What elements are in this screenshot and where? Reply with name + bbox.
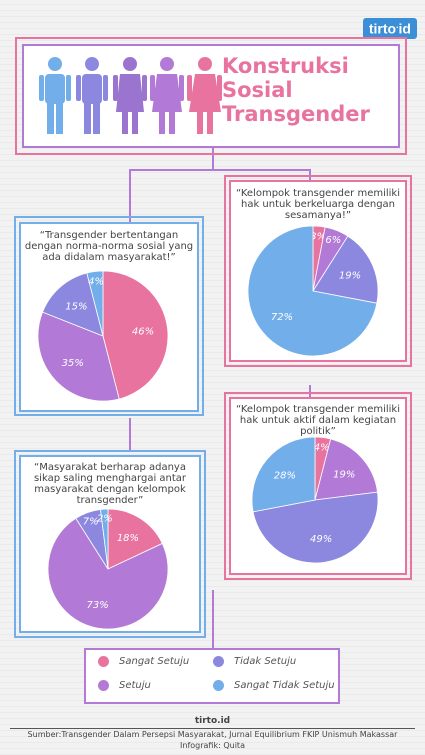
question-menghargai: “Masyarakat berharap adanya sikap saling… [33, 462, 187, 506]
pie-label-setuju: 35% [62, 358, 84, 369]
pie-label-sangat-tidak-setuju: 72% [271, 312, 293, 323]
pie-label-tidak-setuju: 15% [65, 301, 87, 312]
tirto-logo: tirto.id [362, 18, 417, 39]
pie-label-setuju: 6% [325, 235, 341, 246]
legend-setuju: Setuju [98, 680, 151, 691]
footer-divider [10, 728, 415, 729]
panel-menghargai [14, 450, 206, 638]
question-berkeluarga: “Kelompok transgender memiliki hak untuk… [235, 188, 401, 221]
pie-slice-setuju [314, 438, 378, 501]
page-title: Konstruksi Sosial Transgender [222, 54, 370, 126]
question-norma: “Transgender bertentangan dengan norma-n… [24, 230, 194, 263]
legend-sangat-tidak-setuju: Sangat Tidak Setuju [213, 680, 335, 691]
pie-slice-tidak-setuju [312, 235, 379, 304]
pie-label-sangat-tidak-setuju: 4% [88, 277, 104, 288]
pie-label-sangat-tidak-setuju: 2% [97, 514, 113, 525]
panel-politik [224, 392, 412, 580]
person-icon-lilac [76, 57, 108, 134]
person-icon-purple [113, 57, 147, 134]
pie-slice-tidak-setuju [252, 491, 379, 564]
pie-label-tidak-setuju: 49% [310, 534, 332, 545]
pie-slice-sangat-tidak-setuju [247, 225, 378, 357]
person-icons [36, 54, 226, 140]
legend-dot-setuju [98, 680, 109, 691]
person-icon-blue [39, 57, 71, 134]
pie-chart-menghargai: 18% 73% 7%2% [47, 508, 169, 630]
pie-label-tidak-setuju: 7% [83, 517, 99, 528]
person-icon-violet [150, 57, 184, 134]
pie-chart-norma: 46% 35% 15% 4% [37, 270, 169, 402]
pie-label-sangat-setuju: 3% [310, 231, 326, 242]
legend-sangat-setuju: Sangat Setuju [98, 656, 189, 667]
pie-label-tidak-setuju: 19% [339, 270, 361, 281]
person-icon-pink [187, 57, 222, 134]
pie-slice-setuju [47, 517, 169, 630]
pie-slice-sangat-tidak-setuju [251, 436, 316, 513]
pie-slice-setuju [37, 311, 120, 402]
pie-label-sangat-tidak-setuju: 28% [274, 471, 296, 482]
pie-label-setuju: 73% [87, 600, 109, 611]
legend-tidak-setuju: Tidak Setuju [213, 656, 296, 667]
pie-chart-berkeluarga: 3% 6% 19% 72% [247, 225, 379, 357]
pie-slice-sangat-setuju [107, 508, 163, 570]
pie-slice-sangat-tidak-setuju [86, 270, 104, 337]
legend-dot-tidak-setuju [213, 656, 224, 667]
pie-label-setuju: 19% [333, 470, 355, 481]
pie-label-sangat-setuju: 18% [117, 533, 139, 544]
pie-label-sangat-setuju: 46% [132, 326, 154, 337]
pie-slice-tidak-setuju [42, 272, 104, 337]
legend-dot-sangat-setuju [98, 656, 109, 667]
header-frame [22, 44, 400, 148]
legend-frame [84, 648, 340, 704]
pie-slice-sangat-setuju [102, 270, 169, 400]
footer-credit: Infografik: Quita [180, 741, 245, 750]
question-politik: “Kelompok transgender memiliki hak untuk… [235, 404, 401, 437]
panel-norma [14, 216, 204, 416]
panel-berkeluarga [224, 175, 412, 367]
legend-dot-sangat-tidak-setuju [213, 680, 224, 691]
footer-source: Sumber:Transgender Dalam Persepsi Masyar… [27, 730, 398, 739]
pie-label-sangat-setuju: 4% [314, 442, 330, 453]
pie-slice-sangat-tidak-setuju [100, 508, 109, 570]
footer-brand: tirto.id [194, 716, 231, 726]
people-svg [39, 57, 222, 134]
pie-chart-politik: 4% 19% 49% 28% [251, 436, 379, 564]
